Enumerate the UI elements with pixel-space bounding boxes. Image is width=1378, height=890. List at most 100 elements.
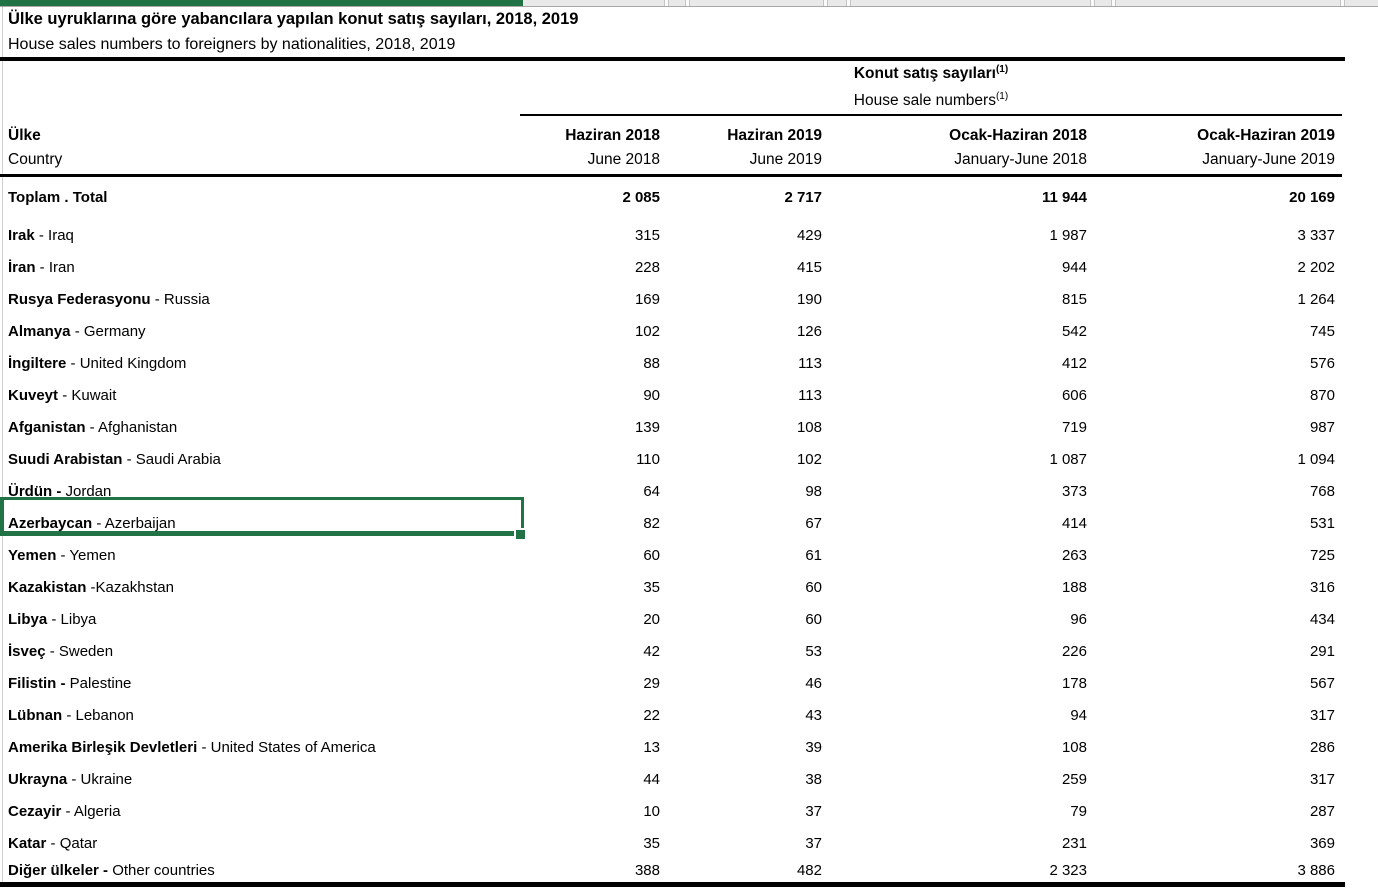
value-cell[interactable]: 944	[1061, 259, 1087, 276]
country-cell[interactable]: Kazakistan -Kazakhstan	[0, 572, 520, 604]
value-cell[interactable]: 38	[805, 771, 822, 788]
value-cell[interactable]: 178	[1061, 675, 1087, 692]
value-cell[interactable]: 88	[643, 355, 660, 372]
value-cell[interactable]: 531	[1309, 515, 1335, 532]
value-cell[interactable]: 53	[805, 643, 822, 660]
country-cell[interactable]: Almanya - Germany	[0, 316, 520, 348]
value-cell[interactable]: 13	[643, 739, 660, 756]
value-cell[interactable]: 606	[1061, 387, 1087, 404]
column-header-june-2019[interactable]: Haziran 2019 June 2019	[660, 124, 822, 172]
value-cell[interactable]: 725	[1309, 547, 1335, 564]
value-cell[interactable]: 108	[796, 419, 822, 436]
value-cell[interactable]: 1 094	[1297, 451, 1335, 468]
column-header-country[interactable]: Ülke Country	[8, 124, 408, 172]
value-cell[interactable]: 987	[1309, 419, 1335, 436]
value-cell[interactable]: 388	[634, 862, 660, 879]
value-cell[interactable]: 415	[796, 259, 822, 276]
value-cell[interactable]: 291	[1309, 643, 1335, 660]
value-cell[interactable]: 90	[643, 387, 660, 404]
value-cell[interactable]: 98	[805, 483, 822, 500]
value-cell[interactable]: 412	[1061, 355, 1087, 372]
value-cell[interactable]: 1 987	[1049, 227, 1087, 244]
country-cell[interactable]: Yemen - Yemen	[0, 540, 520, 572]
value-cell[interactable]: 11 944	[1041, 189, 1087, 206]
value-cell[interactable]: 46	[805, 675, 822, 692]
value-cell[interactable]: 3 337	[1297, 227, 1335, 244]
country-cell[interactable]: Lübnan - Lebanon	[0, 700, 520, 732]
value-cell[interactable]: 542	[1061, 323, 1087, 340]
value-cell[interactable]: 139	[634, 419, 660, 436]
value-cell[interactable]: 228	[634, 259, 660, 276]
value-cell[interactable]: 44	[643, 771, 660, 788]
value-cell[interactable]: 2 085	[622, 189, 660, 206]
value-cell[interactable]: 263	[1061, 547, 1087, 564]
value-cell[interactable]: 259	[1061, 771, 1087, 788]
column-headers-strip[interactable]	[0, 0, 1378, 7]
value-cell[interactable]: 60	[643, 547, 660, 564]
country-cell[interactable]: Libya - Libya	[0, 604, 520, 636]
value-cell[interactable]: 315	[634, 227, 660, 244]
value-cell[interactable]: 22	[643, 707, 660, 724]
country-cell[interactable]: İran - Iran	[0, 252, 520, 284]
value-cell[interactable]: 188	[1061, 579, 1087, 596]
value-cell[interactable]: 60	[805, 579, 822, 596]
country-cell[interactable]: Kuveyt - Kuwait	[0, 380, 520, 412]
value-cell[interactable]: 1 264	[1297, 291, 1335, 308]
country-cell[interactable]: Katar - Qatar	[0, 828, 520, 860]
value-cell[interactable]: 226	[1061, 643, 1087, 660]
value-cell[interactable]: 2 717	[784, 189, 822, 206]
country-cell[interactable]: Cezayir - Algeria	[0, 796, 520, 828]
value-cell[interactable]: 815	[1061, 291, 1087, 308]
value-cell[interactable]: 316	[1309, 579, 1335, 596]
value-cell[interactable]: 61	[805, 547, 822, 564]
country-cell[interactable]: Amerika Birleşik Devletleri - United Sta…	[0, 732, 520, 764]
value-cell[interactable]: 42	[643, 643, 660, 660]
value-cell[interactable]: 719	[1061, 419, 1087, 436]
cell-selection-box[interactable]	[0, 497, 527, 541]
value-cell[interactable]: 3 886	[1297, 862, 1335, 879]
country-cell[interactable]: Rusya Federasyonu - Russia	[0, 284, 520, 316]
value-cell[interactable]: 35	[643, 835, 660, 852]
value-cell[interactable]: 113	[798, 355, 822, 372]
fill-handle[interactable]	[514, 528, 527, 541]
value-cell[interactable]: 37	[805, 835, 822, 852]
value-cell[interactable]: 286	[1309, 739, 1335, 756]
value-cell[interactable]: 287	[1309, 803, 1335, 820]
value-cell[interactable]: 110	[636, 451, 660, 468]
country-cell[interactable]: Afganistan - Afghanistan	[0, 412, 520, 444]
value-cell[interactable]: 870	[1309, 387, 1335, 404]
country-cell[interactable]: Suudi Arabistan - Saudi Arabia	[0, 444, 520, 476]
value-cell[interactable]: 94	[1070, 707, 1087, 724]
value-cell[interactable]: 482	[796, 862, 822, 879]
value-cell[interactable]: 64	[643, 483, 660, 500]
value-cell[interactable]: 2 323	[1049, 862, 1087, 879]
value-cell[interactable]: 317	[1309, 771, 1335, 788]
value-cell[interactable]: 60	[805, 611, 822, 628]
country-cell[interactable]: Toplam . Total	[0, 182, 520, 214]
selected-column-highlight[interactable]	[0, 0, 523, 6]
value-cell[interactable]: 35	[643, 579, 660, 596]
value-cell[interactable]: 434	[1309, 611, 1335, 628]
country-cell[interactable]: Filistin - Palestine	[0, 668, 520, 700]
country-cell[interactable]: Ürdün - Jordan	[0, 476, 520, 508]
value-cell[interactable]: 414	[1061, 515, 1087, 532]
column-header-jan-june-2019[interactable]: Ocak-Haziran 2019 January-June 2019	[1087, 124, 1335, 172]
value-cell[interactable]: 102	[634, 323, 660, 340]
value-cell[interactable]: 373	[1061, 483, 1087, 500]
value-cell[interactable]: 576	[1309, 355, 1335, 372]
value-cell[interactable]: 126	[796, 323, 822, 340]
value-cell[interactable]: 1 087	[1049, 451, 1087, 468]
value-cell[interactable]: 102	[796, 451, 822, 468]
value-cell[interactable]: 231	[1061, 835, 1087, 852]
country-cell-selected[interactable]: Azerbaycan - Azerbaijan	[0, 508, 520, 540]
value-cell[interactable]: 369	[1309, 835, 1335, 852]
column-header-june-2018[interactable]: Haziran 2018 June 2018	[520, 124, 660, 172]
column-header-jan-june-2018[interactable]: Ocak-Haziran 2018 January-June 2018	[822, 124, 1087, 172]
value-cell[interactable]: 37	[805, 803, 822, 820]
country-cell[interactable]: İsveç - Sweden	[0, 636, 520, 668]
value-cell[interactable]: 113	[798, 387, 822, 404]
value-cell[interactable]: 20 169	[1289, 189, 1335, 206]
value-cell[interactable]: 67	[805, 515, 822, 532]
value-cell[interactable]: 567	[1309, 675, 1335, 692]
value-cell[interactable]: 43	[805, 707, 822, 724]
